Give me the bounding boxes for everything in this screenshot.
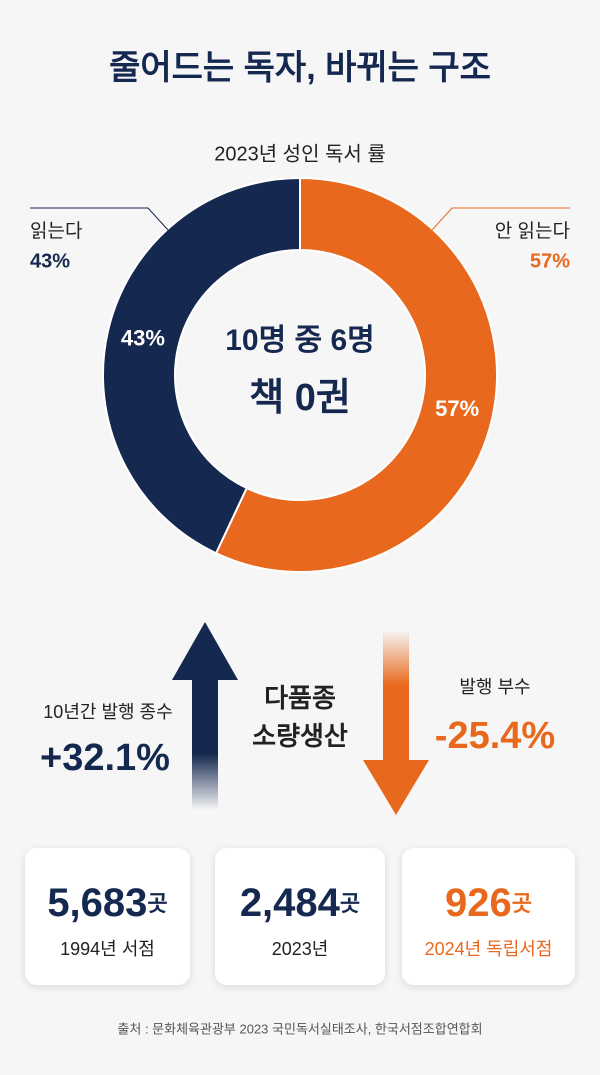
legend-label: 안 읽는다 [495,220,570,242]
leader-line [30,207,169,231]
center-text: 책 0권 [249,377,351,419]
stat-unit: 곳 [147,891,167,916]
stat-card [215,848,385,985]
slice-label: 43% [121,326,165,351]
stat-label: 1994년 서점 [60,939,155,959]
trend-label: 10년간 발행 종수 [43,702,172,722]
stat-unit: 곳 [512,891,532,916]
chart-title: 2023년 성인 독서 률 [214,142,386,165]
donut-chart: 43% 57% [102,176,498,573]
slice-label: 57% [435,396,479,421]
stat-card [402,848,575,985]
legend-value: 57% [530,250,570,272]
stat-card [25,848,190,985]
stat-number: 5,683곳 [47,881,167,925]
legend-value: 43% [30,250,70,272]
center-label: 소량생산 [252,721,348,751]
stat-number: 926곳 [445,881,532,925]
trend-label: 발행 부수 [459,677,530,697]
stat-number-value: 2,484 [240,881,341,925]
trend-value: -25.4% [435,715,555,757]
source: 출처 : 문화체육관광부 2023 국민독서실태조사, 한국서점조합연합회 [117,1021,482,1036]
up-arrow [172,622,238,810]
stat-number-value: 926 [445,881,512,925]
pie-slice [102,176,301,555]
down-arrow [363,630,429,815]
stat-unit: 곳 [340,891,360,916]
trend-value: +32.1% [40,737,170,779]
stat-label: 2024년 독립서점 [425,939,553,959]
center-label: 다품종 [264,683,336,713]
stat-label: 2023년 [272,939,329,959]
stat-number: 2,484곳 [240,881,360,925]
legend-label: 읽는다 [30,220,82,242]
pie-slice [214,176,498,573]
page-title: 줄어드는 독자, 바뀌는 구조 [109,49,491,87]
leader-line [431,207,570,231]
stat-number-value: 5,683 [47,881,147,925]
center-text: 10명 중 6명 [225,324,375,357]
